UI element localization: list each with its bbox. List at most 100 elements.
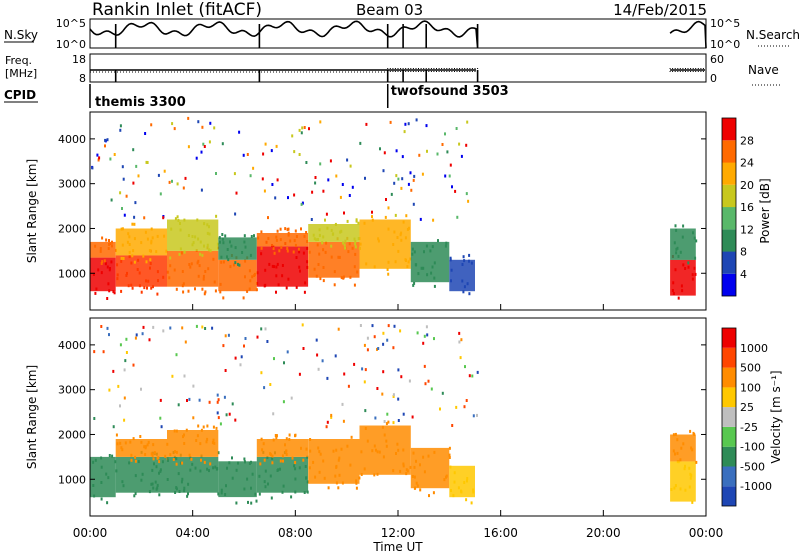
scatter-cell: [682, 224, 685, 228]
scatter-cell: [303, 126, 306, 129]
scatter-cell: [327, 178, 330, 182]
scatter-cell: [149, 258, 152, 262]
scatter-cell: [220, 491, 223, 495]
freq-trace: [90, 69, 705, 82]
scatter-cell: [128, 235, 131, 239]
scatter-cell: [340, 447, 343, 451]
scatter-cell: [463, 481, 466, 484]
scatter-cell: [415, 481, 418, 485]
scatter-cell: [138, 284, 141, 288]
scatter-cell: [122, 484, 125, 488]
scatter-cell: [214, 289, 217, 293]
scatter-cell: [123, 368, 126, 372]
scatter-cell: [159, 192, 162, 196]
scatter-cell: [409, 257, 412, 261]
scatter-cell: [349, 164, 352, 168]
scatter-cell: [140, 387, 142, 391]
scatter-cell: [159, 398, 162, 402]
freq-tick-top: 18: [72, 53, 86, 66]
scatter-cell: [95, 287, 98, 291]
scatter-cell: [408, 379, 411, 383]
scatter-cell: [694, 256, 697, 260]
scatter-cell: [286, 247, 289, 250]
scatter-cell: [359, 242, 362, 246]
scatter-cell: [170, 227, 173, 231]
scatter-cell: [413, 281, 416, 285]
scatter-cell: [157, 279, 159, 283]
scatter-cell: [353, 283, 356, 287]
scatter-cell: [444, 132, 446, 136]
scatter-cell: [224, 334, 227, 338]
scatter-cell: [272, 438, 275, 442]
scatter-cell: [463, 405, 466, 409]
scatter-cell: [281, 454, 284, 458]
scatter-cell: [432, 491, 435, 495]
scatter-cell: [373, 444, 376, 448]
scatter-cell: [412, 202, 415, 206]
time-axis-label: Time UT: [372, 540, 423, 554]
ytick-label-2: 3000: [58, 178, 86, 191]
scatter-cell: [316, 353, 319, 357]
scatter-cell: [337, 458, 340, 462]
power-yticks: 1000 2000 3000 4000: [58, 133, 706, 280]
scatter-cell: [312, 460, 315, 464]
scatter-cell: [264, 268, 267, 272]
scatter-cell: [285, 449, 288, 453]
scatter-cell: [354, 240, 357, 243]
scatter-cell: [285, 286, 288, 290]
scatter-cell: [324, 218, 326, 222]
scatter-cell: [97, 158, 100, 162]
scatter-cell: [353, 237, 356, 241]
scatter-cell: [406, 265, 409, 269]
nsearch-tick-bottom: 10^0: [710, 38, 740, 51]
scatter-cell: [365, 262, 368, 266]
scatter-cell: [162, 275, 165, 279]
scatter-cell: [404, 122, 407, 126]
scatter-cell: [175, 287, 178, 291]
scatter-cell: [215, 467, 218, 471]
scatter-cell: [275, 290, 277, 294]
scatter-cell: [673, 241, 676, 245]
scatter-cell: [393, 324, 396, 328]
scatter-cell: [204, 290, 207, 294]
scatter-cell: [200, 188, 203, 192]
scatter-cell: [674, 484, 677, 488]
scatter-cell: [150, 239, 153, 243]
colorbar-swatch-1: [722, 466, 736, 487]
scatter-cell: [181, 461, 184, 465]
scatter-band-8: [308, 439, 360, 484]
scatter-cell: [208, 469, 210, 473]
scatter-cell: [235, 191, 238, 195]
scatter-cell: [216, 411, 219, 415]
scatter-cell: [153, 451, 156, 455]
scatter-cell: [111, 454, 114, 458]
scatter-cell: [129, 440, 132, 444]
scatter-cell: [116, 263, 119, 267]
scatter-cell: [344, 239, 347, 243]
scatter-cell: [96, 153, 99, 157]
scatter-cell: [192, 384, 195, 388]
scatter-cell: [365, 122, 368, 126]
scatter-cell: [164, 454, 167, 458]
scatter-cell: [404, 258, 407, 262]
scatter-cell: [202, 142, 205, 146]
scatter-cell: [397, 448, 400, 452]
scatter-cell: [146, 286, 148, 290]
scatter-cell: [144, 453, 147, 456]
scatter-cell: [400, 186, 403, 190]
scatter-cell: [201, 325, 204, 329]
scatter-cell: [462, 290, 465, 294]
scatter-cell: [300, 446, 302, 450]
scatter-cell: [150, 241, 153, 245]
xtick-label-5: 20:00: [586, 526, 621, 540]
scatter-cell: [298, 466, 301, 470]
xtick-label-3: 12:00: [381, 526, 416, 540]
scatter-cell: [99, 247, 102, 250]
cpid-segment-themis: themis 3300: [95, 95, 186, 110]
scatter-cell: [333, 283, 336, 287]
scatter-cell: [119, 128, 122, 132]
scatter-cell: [301, 126, 304, 130]
scatter-cell: [138, 271, 141, 275]
scatter-cell: [274, 196, 277, 200]
scatter-cell: [181, 284, 184, 288]
